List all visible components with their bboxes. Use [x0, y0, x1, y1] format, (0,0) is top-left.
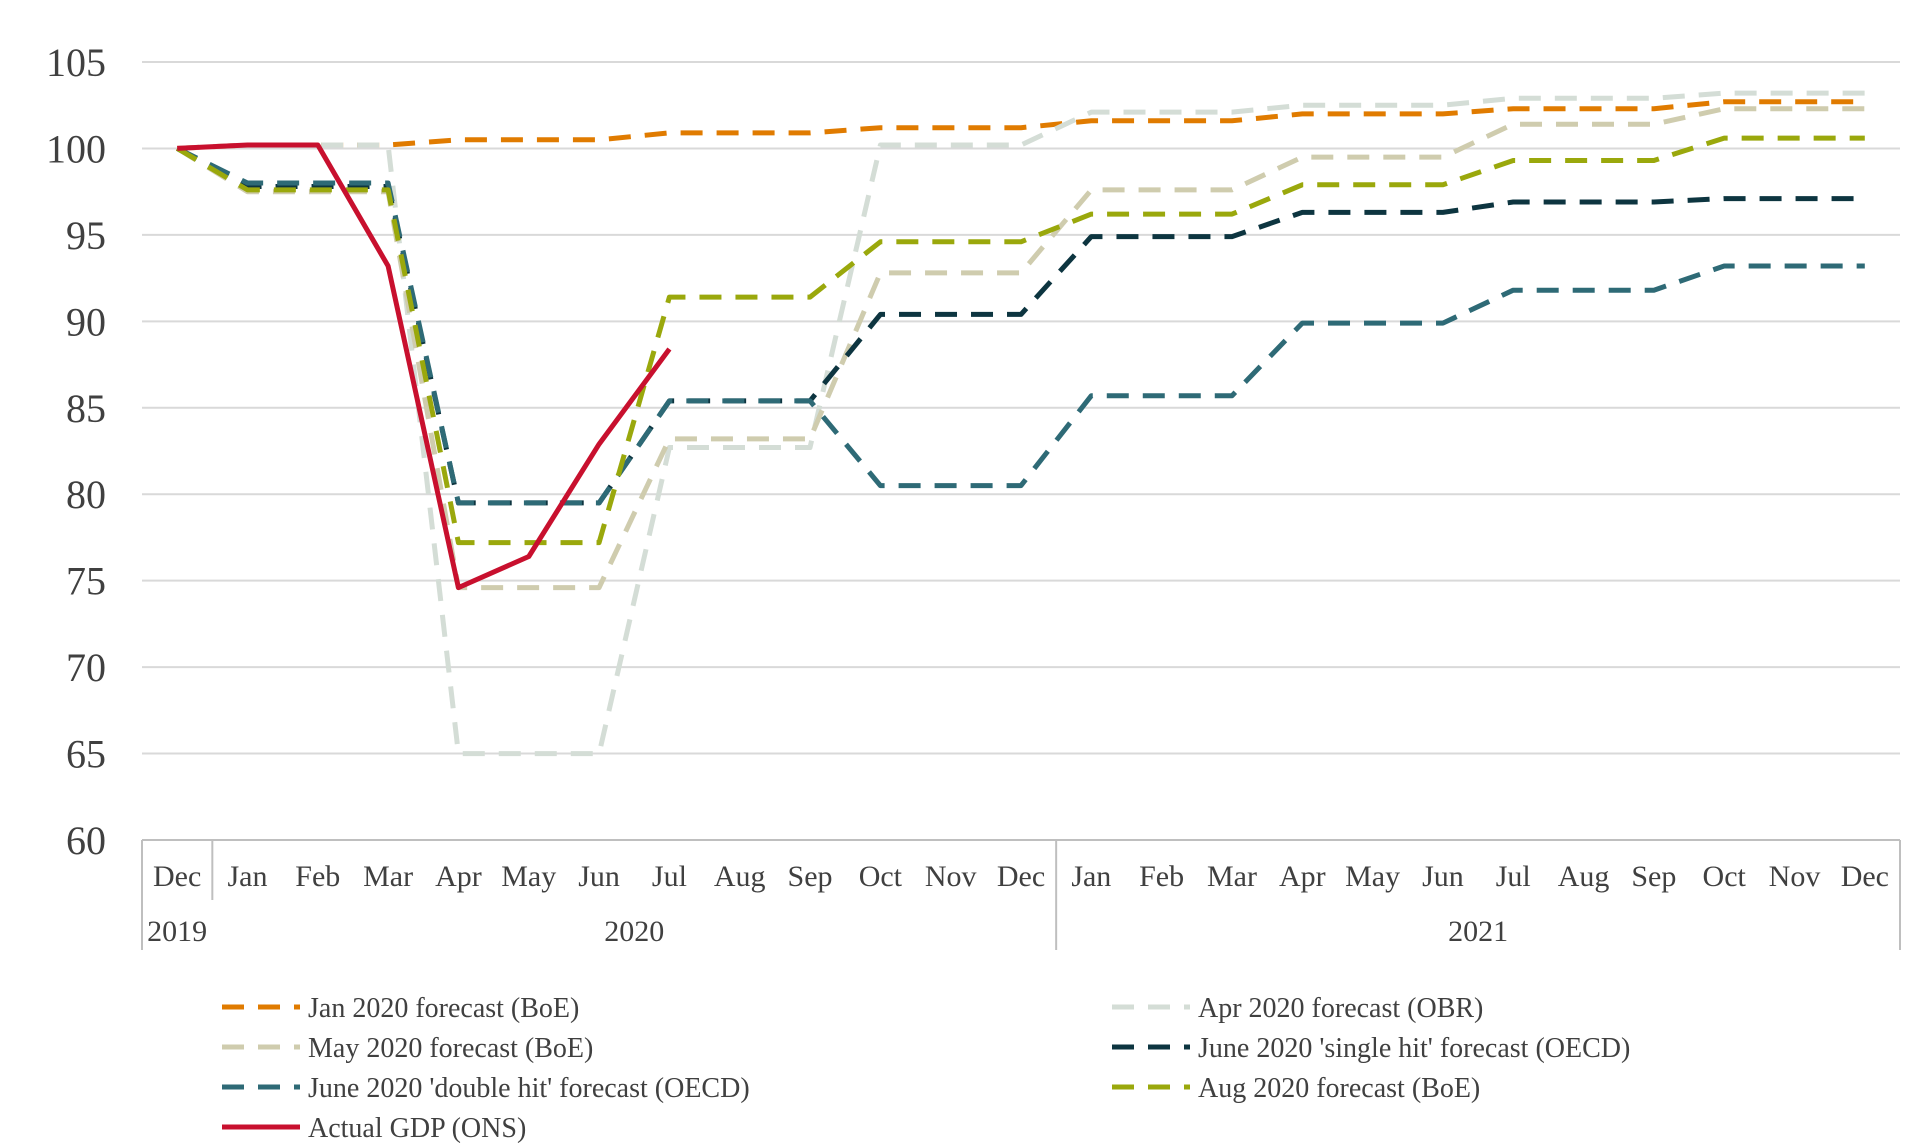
x-tick-label: Mar	[363, 860, 413, 893]
year-label: 2021	[1448, 915, 1508, 948]
series-lines	[175, 90, 1865, 757]
x-tick-label: Nov	[925, 860, 977, 893]
y-tick-label: 60	[66, 818, 106, 863]
x-axis: Dec Jan Feb Mar Apr May Jun Jul Aug Sep Oct Nov Dec J…	[141, 839, 1901, 950]
y-tick-label: 105	[46, 40, 106, 85]
series-line-6	[177, 142, 672, 591]
x-tick-label: May	[501, 860, 556, 893]
y-tick-label: 80	[66, 472, 106, 517]
y-tick-label: 70	[66, 645, 106, 690]
legend-label: Actual GDP (ONS)	[308, 1113, 526, 1143]
x-tick-label: Nov	[1769, 860, 1821, 893]
x-tick-label: Jul	[652, 860, 687, 893]
x-tick-label: Feb	[1139, 860, 1184, 893]
x-tick-label: Apr	[435, 860, 482, 893]
series-line-5	[175, 135, 1865, 546]
series-line-1	[177, 90, 1865, 757]
legend-label: Jan 2020 forecast (BoE)	[308, 993, 579, 1024]
x-tick-label: Mar	[1207, 860, 1257, 893]
x-tick-label: Dec	[1841, 860, 1889, 893]
x-tick-label: Sep	[788, 860, 833, 893]
x-tick-label: Jun	[1422, 860, 1464, 893]
x-tick-label: May	[1345, 860, 1400, 893]
x-tick-label: Oct	[1703, 860, 1747, 893]
x-tick-label: Sep	[1631, 860, 1676, 893]
x-tick-label: Dec	[997, 860, 1045, 893]
x-tick-label: Jan	[227, 860, 267, 893]
legend-label: June 2020 'double hit' forecast (OECD)	[308, 1073, 750, 1104]
x-tick-label: Aug	[1558, 860, 1610, 893]
y-tick-label: 85	[66, 386, 106, 431]
x-tick-label: Oct	[859, 860, 903, 893]
year-label: 2019	[147, 915, 207, 948]
series-line-4	[176, 146, 1865, 506]
y-tick-label: 75	[66, 559, 106, 604]
x-tick-label: Dec	[153, 860, 201, 893]
legend: Jan 2020 forecast (BoE) Apr 2020 forecast…	[222, 993, 1630, 1143]
x-tick-label: Jul	[1496, 860, 1531, 893]
x-tick-label: Apr	[1279, 860, 1326, 893]
y-tick-label: 65	[66, 732, 106, 777]
x-tick-label: Jun	[578, 860, 620, 893]
y-tick-label: 90	[66, 299, 106, 344]
x-tick-label: Jan	[1071, 860, 1111, 893]
y-tick-label: 100	[46, 126, 106, 171]
y-tick-label: 95	[66, 213, 106, 258]
legend-label: Aug 2020 forecast (BoE)	[1198, 1073, 1480, 1104]
year-label: 2020	[604, 915, 664, 948]
x-tick-label: Aug	[714, 860, 766, 893]
legend-label: June 2020 'single hit' forecast (OECD)	[1198, 1033, 1630, 1064]
y-axis: 60 65 70 75 80 85 90 95 100 105	[46, 40, 106, 863]
x-tick-label: Feb	[295, 860, 340, 893]
series-line-0	[177, 99, 1865, 151]
legend-label: May 2020 forecast (BoE)	[308, 1033, 593, 1064]
gridlines	[142, 61, 1900, 755]
legend-label: Apr 2020 forecast (OBR)	[1198, 993, 1483, 1024]
